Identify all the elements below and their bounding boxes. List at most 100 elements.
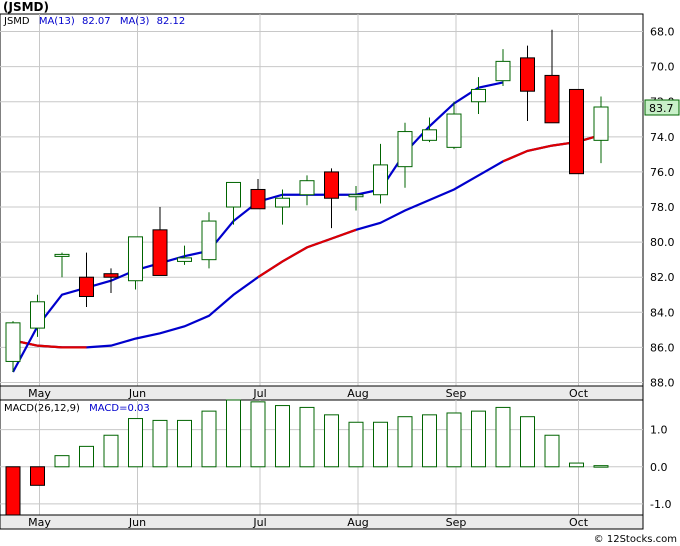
macd-bar [103, 434, 119, 468]
macd-tick-label: 1.0 [650, 424, 668, 437]
candle-up [5, 322, 21, 362]
macd-bar [299, 406, 315, 468]
candle-up [54, 253, 70, 257]
candle-down [324, 171, 339, 199]
macd-bar [520, 416, 535, 468]
price-panel [0, 13, 644, 387]
month-axis-top [0, 385, 644, 401]
candle-up [593, 106, 609, 141]
macd-bar [128, 418, 143, 468]
macd-bar [397, 416, 413, 468]
legend-ma13-label: MA(13) [39, 16, 75, 27]
candle-up [226, 181, 241, 208]
macd-bar [446, 412, 462, 468]
macd-bar [201, 410, 217, 468]
price-tick-label: 84.0 [650, 306, 675, 319]
macd-y-axis: 1.0 0.0 -1.0 [650, 424, 671, 511]
candle-up [30, 301, 45, 329]
candle-up [422, 129, 437, 141]
candle-up [373, 164, 388, 196]
macd-legend: MACD(26,12,9) MACD=0.03 [4, 403, 150, 414]
ma3-line-decline-segment [502, 134, 602, 163]
last-price-tag-box [644, 99, 680, 116]
candle-up [177, 257, 192, 262]
candle-down [152, 229, 168, 276]
ma3-line-decline-segment [257, 228, 357, 279]
macd-bar [250, 401, 266, 468]
last-price-label: 83.7 [649, 102, 674, 115]
macd-bar [471, 410, 486, 468]
month-label: Sep [446, 387, 467, 400]
price-tick-label: 76.0 [650, 166, 675, 179]
price-tick-label: 74.0 [650, 131, 675, 144]
macd-bar [275, 405, 290, 468]
macd-bar [177, 419, 192, 468]
macd-tick-label: 0.0 [650, 461, 668, 474]
candle-down [520, 57, 535, 92]
ma3-line-decline-segment [12, 339, 87, 349]
legend-ma3-label: MA(3) [120, 16, 150, 27]
candle-up [471, 88, 486, 103]
candle-down [544, 74, 560, 124]
last-price-tag: 83.7 [644, 99, 680, 116]
macd-bar [373, 421, 388, 468]
macd-tick-label: -1.0 [650, 498, 671, 511]
price-tick-label: 88.0 [650, 376, 675, 389]
macd-bar [324, 414, 339, 468]
candle-up [128, 236, 143, 282]
month-labels-bottom: May Jun Jul Aug Sep Oct [28, 516, 589, 529]
macd-bar [495, 406, 511, 468]
candle-up [201, 220, 217, 261]
price-legend: JSMD MA(13) 82.07 MA(3) 82.12 [3, 16, 185, 27]
macd-bar-negative [5, 466, 21, 516]
candle-down [250, 188, 266, 210]
macd-bar [544, 434, 560, 468]
candles [5, 29, 609, 372]
macd-bar [54, 455, 70, 468]
candle-up [299, 180, 315, 196]
month-label: May [28, 516, 51, 529]
month-labels-top: May Jun Jul Aug Sep Oct [28, 387, 589, 400]
legend-ma13-value: 82.07 [82, 16, 111, 27]
price-tick-label: 78.0 [650, 201, 675, 214]
copyright: © 12Stocks.com [594, 534, 677, 545]
legend-symbol: JSMD [3, 16, 30, 27]
candle-up [495, 60, 511, 82]
month-label: Jul [252, 516, 266, 529]
month-label: May [28, 387, 51, 400]
candle-down [79, 276, 94, 298]
candle-up [275, 197, 290, 208]
price-tick-label: 70.0 [650, 61, 675, 74]
macd-bar [152, 419, 168, 468]
macd-bar [569, 462, 584, 468]
price-tick-label: 80.0 [650, 236, 675, 249]
macd-bar [79, 445, 94, 468]
price-tick-label: 82.0 [650, 271, 675, 284]
price-y-axis: 88.086.084.082.080.078.076.074.072.070.0… [650, 26, 675, 390]
chart-ticker-title: (JSMD) [3, 0, 49, 14]
month-label: Jun [128, 516, 146, 529]
month-label: Oct [569, 387, 589, 400]
macd-bar-negative [30, 466, 45, 486]
macd-bar [348, 421, 364, 468]
price-tick-label: 68.0 [650, 26, 675, 39]
price-tick-label: 86.0 [650, 341, 675, 354]
month-label: Jul [252, 387, 266, 400]
candle-down [569, 88, 584, 175]
candle-up [397, 131, 413, 168]
macd-bar [422, 414, 437, 468]
month-label: Sep [446, 516, 467, 529]
macd-legend-label: MACD(26,12,9) [4, 403, 80, 414]
month-label: Oct [569, 516, 589, 529]
candle-up [348, 194, 364, 198]
macd-bars [5, 399, 609, 516]
macd-legend-value: MACD=0.03 [89, 403, 150, 414]
macd-bar [226, 399, 241, 468]
legend-ma3-value: 82.12 [157, 16, 186, 27]
month-axis-bottom [0, 514, 644, 530]
month-label: Jun [128, 387, 146, 400]
month-label: Aug [347, 387, 368, 400]
month-label: Aug [347, 516, 368, 529]
candle-up [446, 113, 462, 148]
